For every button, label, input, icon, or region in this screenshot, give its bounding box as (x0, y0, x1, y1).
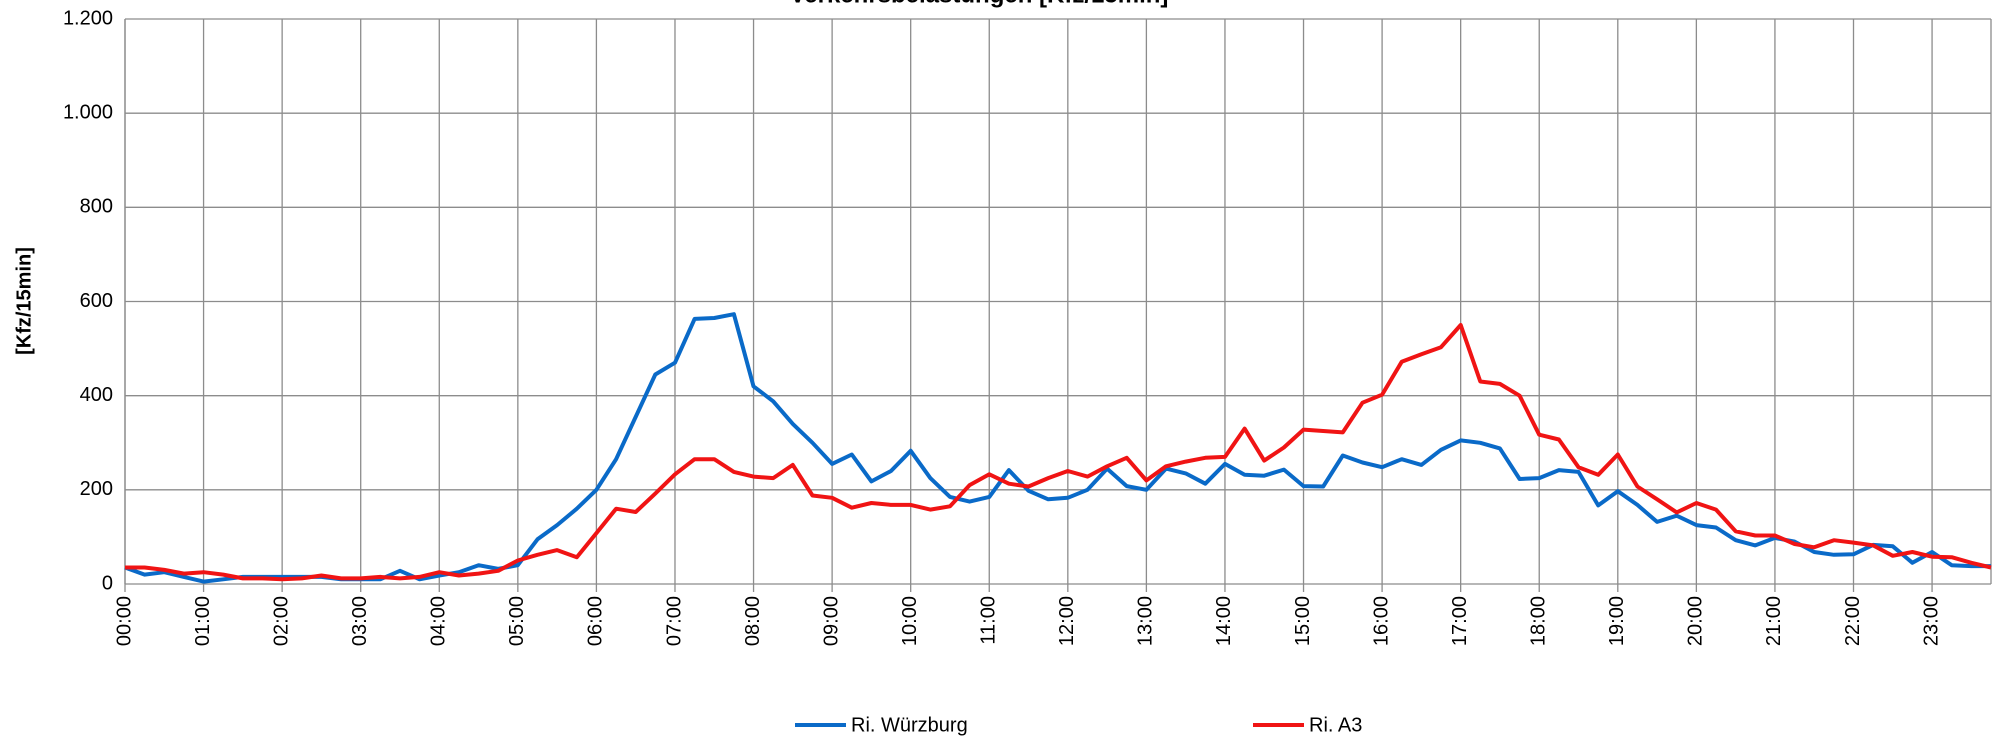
x-tick-label: 05:00 (506, 596, 528, 646)
y-tick-label: 600 (80, 290, 113, 312)
y-tick-label: 1.000 (63, 101, 113, 123)
x-tick-label: 15:00 (1292, 596, 1314, 646)
y-tick-label: 400 (80, 384, 113, 406)
x-tick-label: 20:00 (1685, 596, 1707, 646)
x-tick-label: 08:00 (742, 596, 764, 646)
x-tick-label: 18:00 (1528, 596, 1550, 646)
x-tick-label: 17:00 (1449, 596, 1471, 646)
x-tick-label: 23:00 (1920, 596, 1942, 646)
x-tick-label: 03:00 (349, 596, 371, 646)
x-tick-label: 01:00 (192, 596, 214, 646)
x-tick-label: 06:00 (585, 596, 607, 646)
x-tick-label: 07:00 (663, 596, 685, 646)
x-tick-label: 12:00 (1056, 596, 1078, 646)
x-tick-label: 14:00 (1213, 596, 1235, 646)
x-tick-label: 16:00 (1370, 596, 1392, 646)
chart-title: Verkehrsbelastungen [Kfz/15min] (790, 0, 1169, 8)
x-tick-label: 11:00 (978, 596, 1000, 645)
x-tick-label: 19:00 (1606, 596, 1628, 646)
x-tick-label: 21:00 (1763, 596, 1785, 646)
x-tick-label: 00:00 (113, 596, 135, 646)
legend-label: Ri. Würzburg (851, 714, 968, 736)
x-tick-label: 22:00 (1842, 596, 1864, 646)
x-tick-label: 04:00 (428, 596, 450, 646)
x-tick-label: 13:00 (1135, 596, 1157, 646)
y-tick-label: 0 (102, 572, 113, 594)
x-tick-label: 02:00 (270, 596, 292, 646)
y-tick-label: 1.200 (63, 7, 113, 29)
x-tick-label: 09:00 (820, 596, 842, 646)
x-tick-label: 10:00 (899, 596, 921, 646)
y-axis-label: [Kfz/15min] (13, 247, 35, 355)
series-line (125, 323, 1992, 582)
y-tick-label: 800 (80, 196, 113, 218)
series-line (124, 312, 1991, 584)
y-tick-label: 200 (80, 478, 113, 500)
legend-label: Ri. A3 (1309, 714, 1362, 736)
